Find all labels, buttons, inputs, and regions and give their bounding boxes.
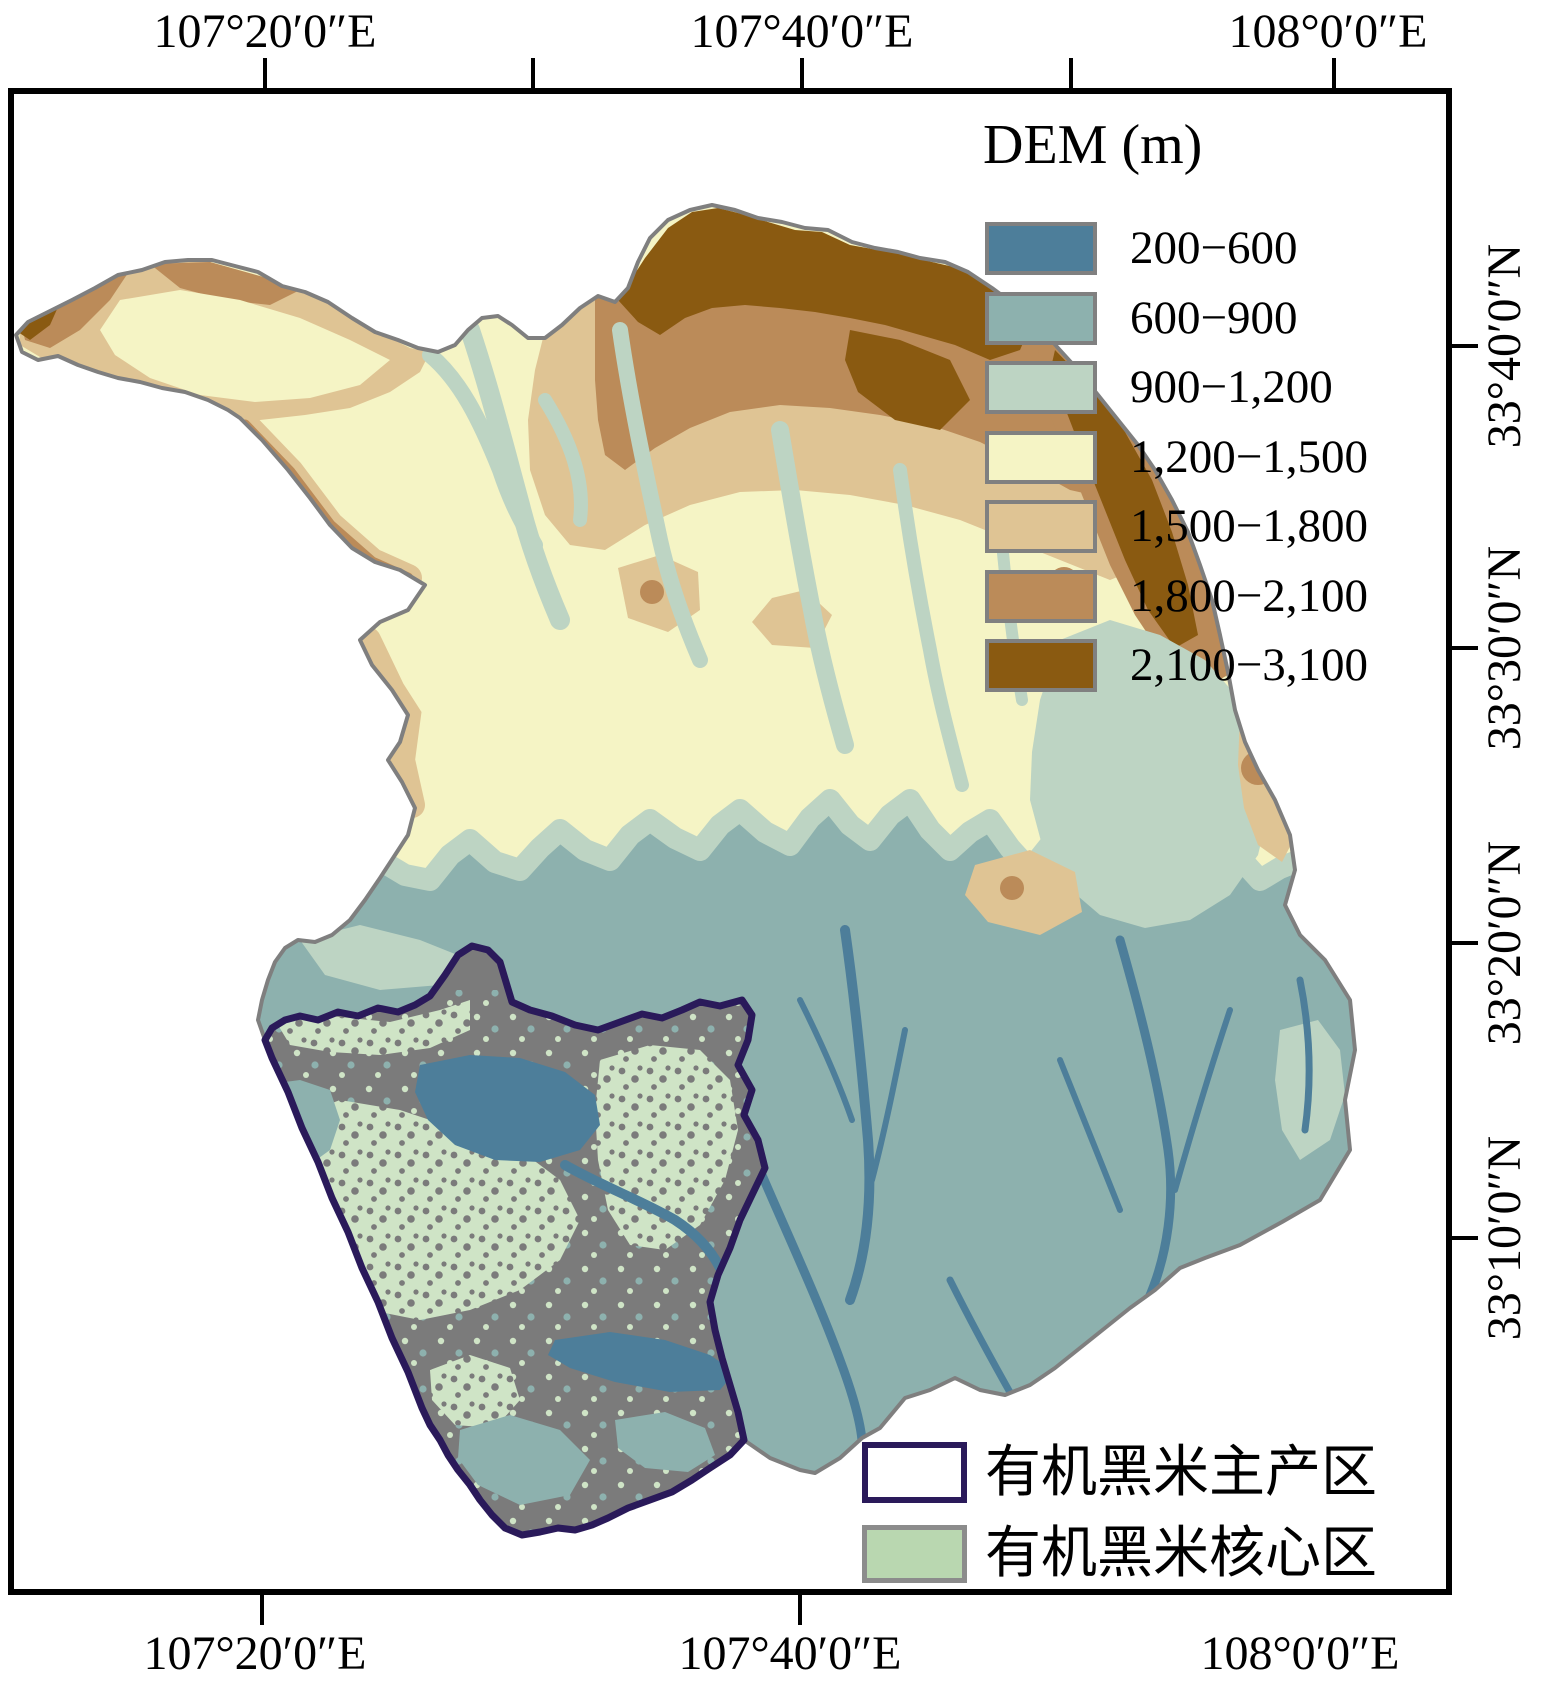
production-south-blue-band (548, 1332, 735, 1392)
lon-label-bottom-2: 107°40′0″E (678, 1627, 902, 1680)
dem-north-dark-cap (618, 208, 1032, 360)
dem-range-600-900: 600−900 (1130, 292, 1298, 344)
dem-swatch-1500-1800 (985, 500, 1097, 553)
dem-mid-brown1 (640, 580, 664, 604)
dem-nw-arm-brown (18, 270, 130, 348)
production-river (560, 1160, 725, 1273)
lat-label-33-10: 33°10′0″N (1478, 1135, 1531, 1341)
lon-label-top-1: 107°20′0″E (153, 5, 377, 58)
tick-right-33-40 (1452, 344, 1478, 348)
tick-top-107-40 (800, 58, 804, 88)
dem-mid-brown2 (1000, 876, 1024, 900)
dem-range-1500-1800: 1,500−1,800 (1130, 500, 1369, 552)
dem-range-200-600: 200−600 (1130, 222, 1298, 274)
dem-legend: DEM (m) 200−600 600−900 900−1,200 1,200−… (975, 114, 1435, 692)
tick-top-107-20 (263, 58, 267, 88)
dem-ne-dark (1050, 350, 1198, 648)
tick-right-33-20 (1452, 941, 1478, 945)
lon-label-bottom-3: 108°0′0″E (1200, 1627, 1400, 1680)
dem-range-2100-3100: 2,100−3,100 (1130, 639, 1369, 691)
dem-swatch-1200-1500 (985, 431, 1097, 484)
tick-right-33-10 (1452, 1236, 1478, 1240)
dem-mid-tan3 (965, 850, 1082, 935)
dem-swatch-200-600 (985, 222, 1097, 275)
tick-bottom-107-20 (260, 1595, 264, 1625)
legend-swatch-main-production-area (862, 1442, 967, 1503)
tick-right-33-30 (1452, 646, 1478, 650)
dem-range-1200-1500: 1,200−1,500 (1130, 431, 1369, 483)
production-lake (415, 1055, 600, 1162)
dem-north-dark-lobe (845, 330, 970, 430)
tick-top-107-50 (1069, 58, 1073, 88)
dem-nw-arm-brown2 (150, 262, 300, 305)
core-area-patch-north (275, 1000, 470, 1055)
dem-green-patch-w (300, 925, 470, 990)
dem-legend-title: DEM (m) (983, 114, 1203, 176)
production-south-teal1 (458, 1415, 590, 1505)
map-frame (8, 88, 1452, 1595)
production-area-outline (261, 942, 769, 1539)
river-network (757, 925, 1313, 1445)
dem-swatch-1800-2100 (985, 570, 1097, 623)
lon-label-top-2: 107°40′0″E (690, 5, 914, 58)
dem-swatch-2100-3100 (985, 639, 1097, 692)
legend-swatch-core-area (862, 1525, 967, 1583)
lon-label-top-3: 108°0′0″E (1228, 5, 1428, 58)
dem-swatch-900-1200 (985, 361, 1097, 414)
dem-range-900-1200: 900−1,200 (1130, 361, 1333, 413)
dem-center-green (1030, 620, 1270, 928)
dem-range-1800-2100: 1,800−2,100 (1130, 570, 1369, 622)
tick-top-107-30 (531, 58, 535, 88)
dem-swatch-600-900 (985, 292, 1097, 345)
production-south-teal2 (615, 1412, 715, 1472)
tick-top-108-00 (1332, 58, 1336, 88)
lon-label-bottom-1: 107°20′0″E (143, 1627, 367, 1680)
watershed-outline (14, 203, 1357, 1537)
tick-bottom-107-40 (798, 1595, 802, 1625)
dem-nw-arm-yellow-core (100, 290, 390, 402)
core-area-patch-south (430, 1355, 520, 1428)
legend-label-core-area: 有机黑米核心区 (985, 1523, 1377, 1585)
legend-label-main-production-area: 有机黑米主产区 (985, 1442, 1377, 1504)
